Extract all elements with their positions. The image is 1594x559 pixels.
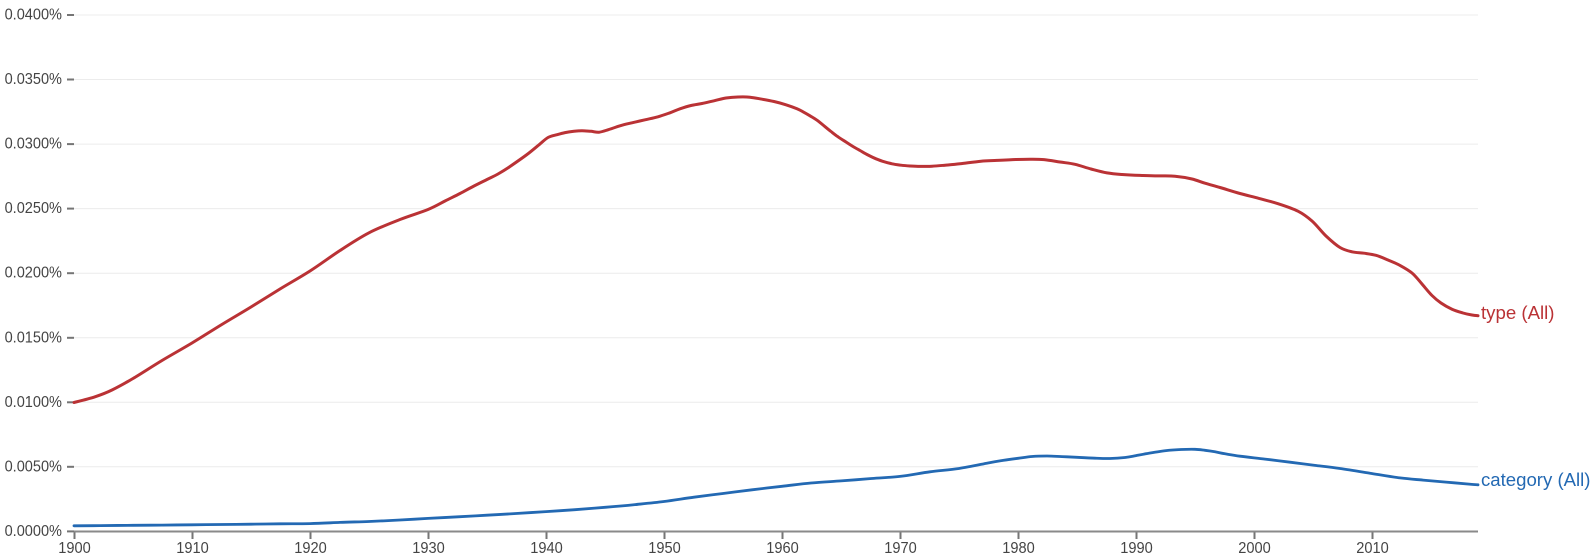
svg-text:1980: 1980 bbox=[1002, 540, 1035, 557]
svg-text:1950: 1950 bbox=[648, 540, 681, 557]
svg-text:2010: 2010 bbox=[1356, 540, 1389, 557]
svg-text:1910: 1910 bbox=[176, 540, 209, 557]
svg-text:1940: 1940 bbox=[530, 540, 563, 557]
svg-text:0.0200%: 0.0200% bbox=[5, 265, 62, 282]
svg-text:1990: 1990 bbox=[1120, 540, 1153, 557]
svg-text:0.0300%: 0.0300% bbox=[5, 136, 62, 153]
svg-text:0.0150%: 0.0150% bbox=[5, 329, 62, 346]
svg-text:0.0100%: 0.0100% bbox=[5, 394, 62, 411]
svg-text:1960: 1960 bbox=[766, 540, 799, 557]
svg-text:category (All): category (All) bbox=[1481, 470, 1591, 490]
svg-text:0.0000%: 0.0000% bbox=[5, 523, 62, 540]
svg-text:0.0400%: 0.0400% bbox=[5, 7, 62, 24]
svg-text:2000: 2000 bbox=[1238, 540, 1271, 557]
svg-text:1970: 1970 bbox=[884, 540, 917, 557]
svg-text:1920: 1920 bbox=[294, 540, 327, 557]
svg-text:1930: 1930 bbox=[412, 540, 445, 557]
svg-text:1900: 1900 bbox=[58, 540, 91, 557]
svg-text:0.0350%: 0.0350% bbox=[5, 71, 62, 88]
svg-text:type (All): type (All) bbox=[1481, 303, 1555, 323]
svg-text:0.0250%: 0.0250% bbox=[5, 200, 62, 217]
svg-text:0.0050%: 0.0050% bbox=[5, 458, 62, 475]
